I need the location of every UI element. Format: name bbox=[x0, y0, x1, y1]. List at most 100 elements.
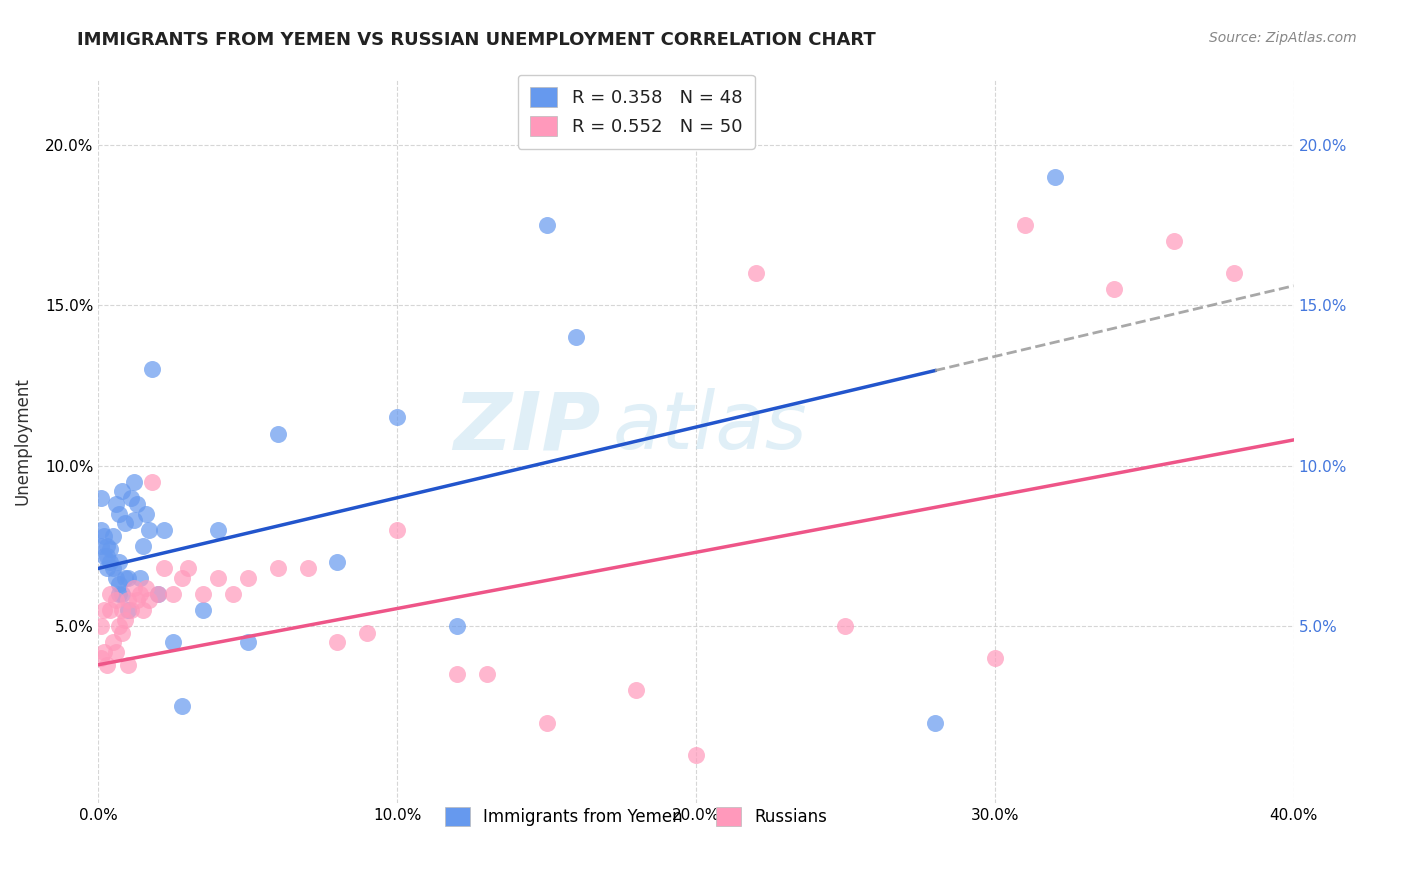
Point bbox=[120, 491, 142, 505]
Point bbox=[267, 426, 290, 441]
Point bbox=[356, 625, 378, 640]
Point bbox=[1163, 234, 1185, 248]
Point bbox=[105, 645, 128, 659]
Point bbox=[129, 587, 152, 601]
Point bbox=[191, 603, 214, 617]
Text: atlas: atlas bbox=[613, 388, 807, 467]
Point bbox=[207, 523, 229, 537]
Point bbox=[127, 497, 149, 511]
Point bbox=[108, 507, 131, 521]
Point bbox=[114, 516, 136, 531]
Point bbox=[93, 645, 115, 659]
Point bbox=[114, 613, 136, 627]
Point bbox=[96, 539, 118, 553]
Point bbox=[111, 603, 134, 617]
Point bbox=[103, 529, 125, 543]
Point bbox=[135, 507, 157, 521]
Point bbox=[1223, 266, 1246, 280]
Point bbox=[536, 218, 558, 232]
Point bbox=[153, 523, 176, 537]
Point bbox=[108, 619, 131, 633]
Point bbox=[536, 715, 558, 730]
Point bbox=[385, 410, 409, 425]
Point bbox=[475, 667, 498, 681]
Point bbox=[207, 571, 229, 585]
Point bbox=[1043, 169, 1066, 184]
Point bbox=[222, 587, 245, 601]
Point bbox=[98, 542, 122, 557]
Point bbox=[105, 571, 128, 585]
Point bbox=[135, 581, 157, 595]
Point bbox=[236, 571, 259, 585]
Point bbox=[98, 587, 122, 601]
Point bbox=[191, 587, 214, 601]
Point bbox=[132, 539, 155, 553]
Point bbox=[172, 571, 194, 585]
Point bbox=[96, 561, 118, 575]
Point bbox=[117, 657, 139, 672]
Point bbox=[117, 571, 139, 585]
Point bbox=[162, 587, 184, 601]
Point bbox=[124, 581, 146, 595]
Point bbox=[124, 475, 146, 489]
Point bbox=[162, 635, 184, 649]
Point bbox=[98, 555, 122, 569]
Point bbox=[267, 561, 290, 575]
Y-axis label: Unemployment: Unemployment bbox=[13, 377, 31, 506]
Point bbox=[984, 651, 1007, 665]
Point bbox=[148, 587, 170, 601]
Point bbox=[172, 699, 194, 714]
Point bbox=[153, 561, 176, 575]
Point bbox=[103, 561, 125, 575]
Text: ZIP: ZIP bbox=[453, 388, 600, 467]
Point bbox=[297, 561, 319, 575]
Point bbox=[117, 593, 139, 607]
Point bbox=[127, 593, 149, 607]
Point bbox=[446, 667, 468, 681]
Legend: Immigrants from Yemen, Russians: Immigrants from Yemen, Russians bbox=[433, 796, 839, 838]
Point bbox=[111, 484, 134, 499]
Point bbox=[1104, 282, 1126, 296]
Text: Source: ZipAtlas.com: Source: ZipAtlas.com bbox=[1209, 31, 1357, 45]
Point bbox=[108, 555, 131, 569]
Point bbox=[138, 593, 160, 607]
Point bbox=[117, 603, 139, 617]
Point bbox=[685, 747, 707, 762]
Point bbox=[90, 539, 112, 553]
Point bbox=[90, 651, 112, 665]
Point bbox=[90, 523, 112, 537]
Point bbox=[111, 587, 134, 601]
Point bbox=[120, 603, 142, 617]
Point bbox=[236, 635, 259, 649]
Point bbox=[1014, 218, 1036, 232]
Point bbox=[93, 529, 115, 543]
Point bbox=[924, 715, 946, 730]
Point bbox=[385, 523, 409, 537]
Point bbox=[98, 603, 122, 617]
Point bbox=[90, 491, 112, 505]
Point bbox=[626, 683, 648, 698]
Point bbox=[105, 497, 128, 511]
Point bbox=[138, 523, 160, 537]
Point bbox=[446, 619, 468, 633]
Point bbox=[108, 587, 131, 601]
Point bbox=[326, 635, 349, 649]
Point bbox=[124, 513, 146, 527]
Text: IMMIGRANTS FROM YEMEN VS RUSSIAN UNEMPLOYMENT CORRELATION CHART: IMMIGRANTS FROM YEMEN VS RUSSIAN UNEMPLO… bbox=[77, 31, 876, 49]
Point bbox=[90, 619, 112, 633]
Point bbox=[93, 549, 115, 563]
Point bbox=[108, 577, 131, 591]
Point bbox=[105, 593, 128, 607]
Point bbox=[177, 561, 200, 575]
Point bbox=[132, 603, 155, 617]
Point bbox=[93, 603, 115, 617]
Point bbox=[141, 362, 163, 376]
Point bbox=[326, 555, 349, 569]
Point bbox=[96, 657, 118, 672]
Point bbox=[834, 619, 856, 633]
Point bbox=[745, 266, 768, 280]
Point bbox=[96, 549, 118, 563]
Point bbox=[114, 571, 136, 585]
Point bbox=[103, 635, 125, 649]
Point bbox=[111, 625, 134, 640]
